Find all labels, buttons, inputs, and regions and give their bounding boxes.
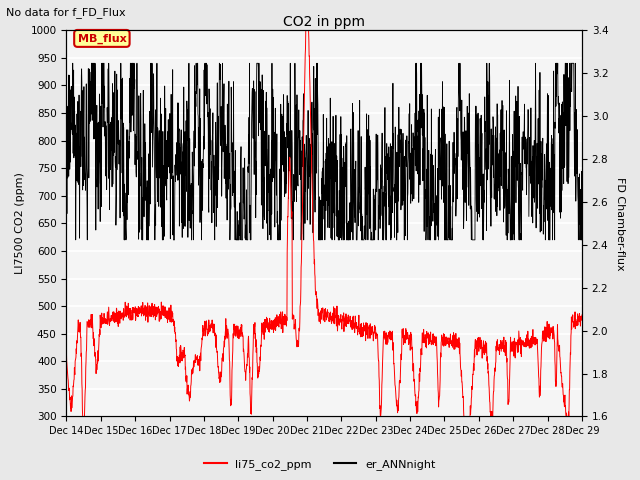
Y-axis label: FD Chamber-flux: FD Chamber-flux <box>615 177 625 270</box>
Text: No data for f_FD_Flux: No data for f_FD_Flux <box>6 7 126 18</box>
Text: MB_flux: MB_flux <box>77 33 126 44</box>
Legend: li75_co2_ppm, er_ANNnight: li75_co2_ppm, er_ANNnight <box>200 455 440 474</box>
Title: CO2 in ppm: CO2 in ppm <box>283 15 365 29</box>
Y-axis label: LI7500 CO2 (ppm): LI7500 CO2 (ppm) <box>15 172 25 274</box>
